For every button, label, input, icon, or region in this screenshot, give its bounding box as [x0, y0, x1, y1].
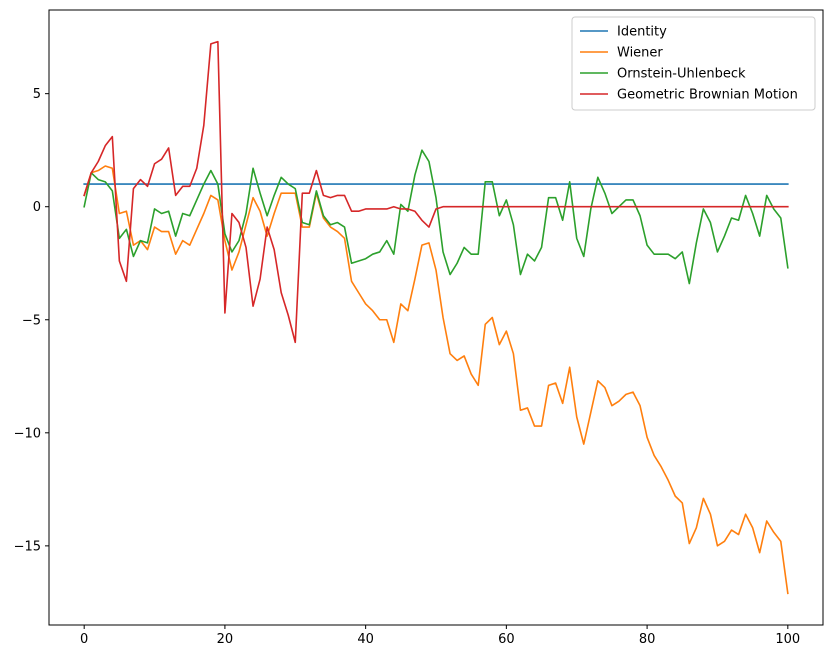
x-tick-label: 60: [498, 632, 515, 647]
plot-frame: [48, 9, 824, 626]
series-line-ornstein-uhlenbeck: [83, 149, 789, 285]
y-tick-label: −10: [14, 426, 41, 441]
x-tick-label: 0: [80, 632, 88, 647]
x-tick-label: 20: [217, 632, 234, 647]
x-tick-label: 40: [357, 632, 374, 647]
x-axis: 0 20 40 60 80 100: [80, 625, 800, 647]
series-line-wiener: [83, 165, 789, 595]
y-tick-label: 5: [33, 87, 41, 102]
y-tick-label: 0: [33, 200, 41, 215]
y-tick-label: −5: [22, 313, 41, 328]
legend-label: Geometric Brownian Motion: [617, 88, 798, 103]
legend-box: [571, 16, 816, 111]
y-axis: −15 −10 −5 0 5: [14, 87, 49, 554]
legend-label: Wiener: [617, 46, 663, 61]
legend: Identity Wiener Ornstein-Uhlenbeck Geometri…: [571, 16, 816, 111]
plot-background: [49, 10, 823, 625]
x-tick-label: 80: [639, 632, 656, 647]
x-tick-label: 100: [775, 632, 800, 647]
series-layer: [83, 40, 789, 595]
legend-label: Identity: [617, 25, 667, 40]
y-tick-label: −15: [14, 539, 41, 554]
legend-label: Ornstein-Uhlenbeck: [617, 67, 746, 82]
series-line-geometric-brownian-motion: [83, 40, 789, 344]
